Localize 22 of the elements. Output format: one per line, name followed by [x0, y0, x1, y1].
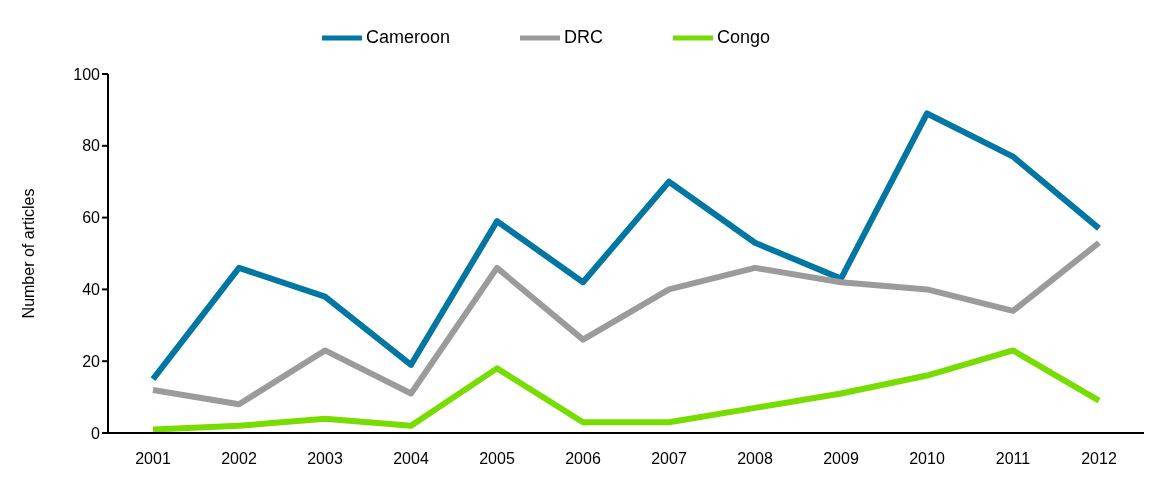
y-tick-label: 60 — [82, 209, 101, 227]
x-tick-label: 2004 — [393, 450, 429, 468]
y-tick-label: 40 — [82, 281, 101, 299]
x-tick-label: 2003 — [307, 450, 343, 468]
x-tick-label: 2012 — [1081, 450, 1117, 468]
y-tick-label: 100 — [73, 65, 101, 83]
y-tick-label: 0 — [91, 424, 101, 442]
y-tick-label: 20 — [82, 352, 101, 370]
y-tick-label: 80 — [82, 137, 101, 155]
y-axis-title: Number of articles — [19, 188, 37, 319]
x-tick-label: 2009 — [823, 450, 859, 468]
legend-label: DRC — [564, 26, 603, 47]
x-tick-label: 2005 — [479, 450, 515, 468]
x-tick-label: 2006 — [565, 450, 601, 468]
x-tick-label: 2007 — [651, 450, 687, 468]
legend-label: Cameroon — [365, 26, 450, 47]
x-tick-label: 2002 — [221, 450, 257, 468]
x-tick-label: 2010 — [909, 450, 945, 468]
x-tick-label: 2001 — [135, 450, 171, 468]
x-tick-label: 2011 — [995, 450, 1031, 468]
x-tick-label: 2008 — [737, 450, 773, 468]
legend-label: Congo — [717, 26, 771, 47]
